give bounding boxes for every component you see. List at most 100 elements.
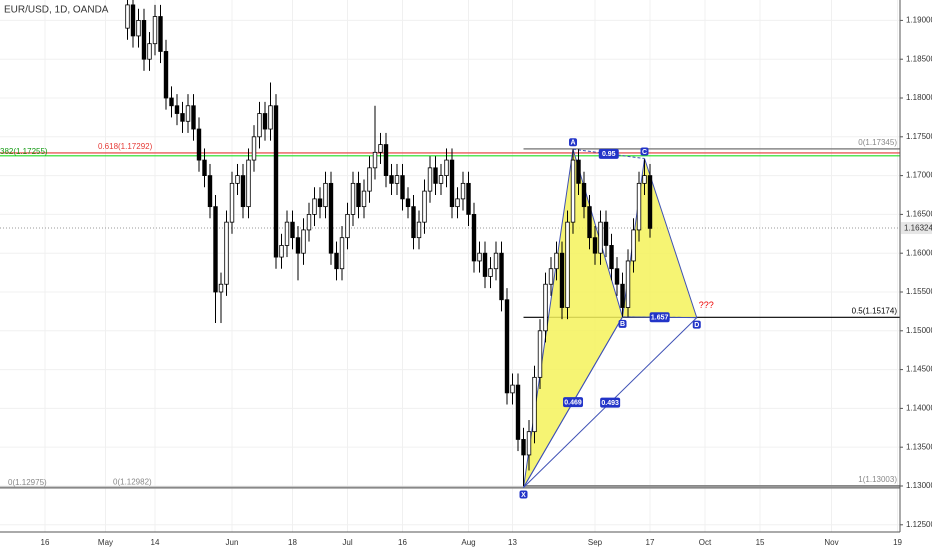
candle-body xyxy=(620,283,625,308)
candle-body xyxy=(389,175,394,184)
candle-body xyxy=(515,384,521,440)
pattern-note: ??? xyxy=(699,300,714,310)
point-label: X xyxy=(521,492,526,499)
x-tick-label: 19 xyxy=(893,538,902,547)
candle-body xyxy=(306,213,312,231)
candle-body xyxy=(636,182,642,231)
candle-body xyxy=(537,330,543,378)
candle-body xyxy=(444,159,449,177)
y-tick-label: 1.16500 xyxy=(906,210,932,219)
x-tick-label: May xyxy=(98,538,113,547)
ratio-label: 1.657 xyxy=(651,315,669,322)
candle-body xyxy=(587,206,592,239)
ratio-box xyxy=(649,312,670,323)
candle-body xyxy=(240,175,246,208)
x-tick-label: 14 xyxy=(151,538,160,547)
candle-body xyxy=(394,175,400,184)
candle-body xyxy=(130,4,136,37)
candle-body xyxy=(290,221,295,239)
y-tick-label: 1.17000 xyxy=(906,171,932,180)
candle-body xyxy=(378,144,383,153)
grid xyxy=(0,0,903,532)
candle-body xyxy=(361,190,367,208)
candle-body xyxy=(422,190,427,223)
x-tick-label: 15 xyxy=(756,538,765,547)
x-tick-label: 17 xyxy=(646,538,655,547)
ratio-box xyxy=(563,397,584,408)
candle-body xyxy=(224,221,229,285)
point-box xyxy=(640,147,649,156)
candle-body xyxy=(576,159,581,184)
level-label: 1(1.13003) xyxy=(858,475,897,484)
candle-body xyxy=(493,252,499,270)
candle-body xyxy=(257,113,262,138)
candle-body xyxy=(262,113,268,130)
y-tick-label: 1.12500 xyxy=(906,520,932,529)
candle-body xyxy=(499,252,504,301)
candle-body xyxy=(339,237,345,270)
x-tick-label: Sep xyxy=(588,538,603,547)
candle-body xyxy=(295,237,301,254)
candle-body xyxy=(125,4,130,29)
candle-body xyxy=(246,159,251,208)
ratio-box xyxy=(600,397,621,408)
y-tick-label: 1.14000 xyxy=(906,403,932,412)
labels: 1.12500 1.13000 1.13500 1.14000 1.14500 1.150… xyxy=(0,16,932,547)
x-tick-label: Jun xyxy=(226,538,239,547)
candle-body xyxy=(438,175,444,184)
ratio-box xyxy=(598,148,619,159)
candle-body xyxy=(383,144,389,177)
candle-body xyxy=(631,229,636,262)
candle-body xyxy=(559,252,565,308)
candle-body xyxy=(565,221,570,308)
level-label: 382(1.17255) xyxy=(0,147,48,156)
candle-body xyxy=(180,113,185,122)
y-tick-label: 1.15000 xyxy=(906,326,932,335)
candle-body xyxy=(268,105,273,130)
candle-body xyxy=(455,198,460,208)
level-label: 0.618(1.17292) xyxy=(98,142,153,151)
y-tick-label: 1.19000 xyxy=(906,16,932,25)
candle-body xyxy=(345,213,350,239)
point-label: C xyxy=(642,149,647,156)
candle-body xyxy=(350,182,356,215)
candle-body xyxy=(317,198,323,208)
candle-body xyxy=(581,182,587,208)
y-tick-label: 1.15500 xyxy=(906,287,932,296)
candle-body xyxy=(141,20,147,60)
candle-body xyxy=(207,175,213,208)
candle-body xyxy=(647,175,653,229)
candle-body xyxy=(411,206,416,239)
candle-body xyxy=(400,175,405,200)
chart-title: EUR/USD, 1D, OANDA xyxy=(4,5,109,16)
last-price-label: 1.16324 xyxy=(904,224,932,233)
candle-body xyxy=(174,105,180,114)
y-tick-label: 1.17500 xyxy=(906,132,932,141)
point-label: A xyxy=(570,140,575,147)
candle-body xyxy=(152,16,158,45)
candle-body xyxy=(273,105,279,258)
point-box xyxy=(692,320,701,329)
point-label: B xyxy=(620,321,625,328)
candle-body xyxy=(196,128,202,161)
candle-body xyxy=(554,252,559,270)
candle-body xyxy=(367,167,372,192)
levels xyxy=(0,148,900,489)
candle-body xyxy=(312,198,317,215)
point-box xyxy=(618,319,627,328)
candle-body xyxy=(433,167,438,184)
candle-body xyxy=(482,252,488,277)
candle-body xyxy=(323,182,328,208)
point-box xyxy=(519,490,528,499)
point-label: D xyxy=(694,322,699,329)
candle-body xyxy=(488,268,493,277)
x-tick-label: 16 xyxy=(41,538,50,547)
candle-body xyxy=(356,182,361,208)
candle-body xyxy=(543,283,548,332)
last-price-box xyxy=(901,222,932,235)
candle-body xyxy=(229,182,235,223)
candle-body xyxy=(218,283,224,293)
candle-body xyxy=(334,252,339,270)
